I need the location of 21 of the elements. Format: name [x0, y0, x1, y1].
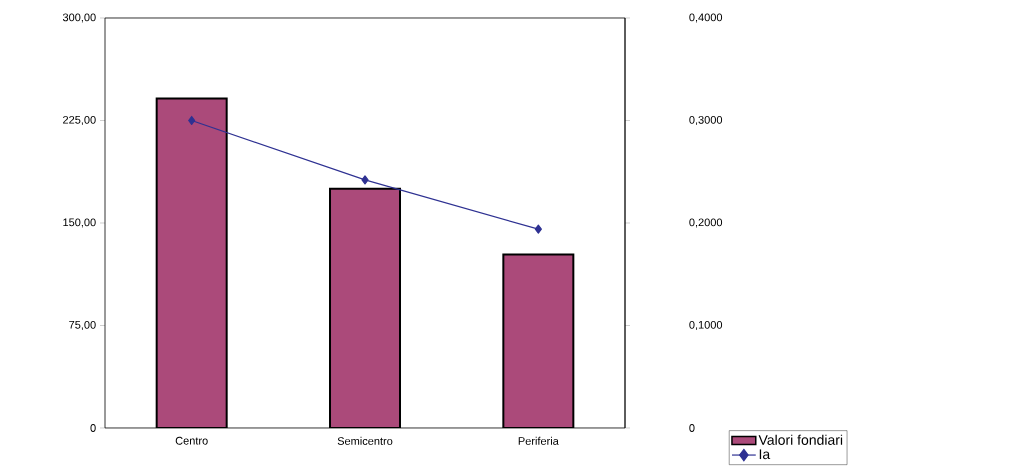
y-tick-label: 0 [90, 424, 96, 432]
y-tick-label: 150,00 [63, 218, 96, 228]
y-tick-label: 300,00 [62, 13, 96, 23]
y-tick-label: 75,00 [69, 320, 96, 331]
y-tick-label: 225,00 [63, 115, 96, 126]
legend-label: Ia [759, 449, 771, 460]
x-tick-label: Periferia [518, 436, 559, 445]
y2-tick-label: 0,3000 [689, 115, 723, 126]
bar [329, 187, 402, 428]
point [361, 175, 369, 185]
point [188, 115, 196, 126]
point [534, 224, 542, 234]
y2-tick-label: 0 [689, 424, 695, 432]
y2-tick-label: 0,2000 [689, 218, 723, 228]
y2-tick-label: 0,1000 [689, 320, 723, 331]
legend-label: Valori fondiari [758, 434, 843, 445]
bar [155, 97, 228, 428]
x-tick-label: Centro [175, 436, 208, 445]
bar [502, 253, 575, 428]
y2-tick-label: 0,4000 [689, 13, 723, 23]
x-tick-label: Semicentro [337, 436, 393, 445]
